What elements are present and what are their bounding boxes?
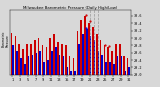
Bar [117, 56, 119, 75]
Text: Barometric
Pressure: Barometric Pressure [2, 31, 10, 47]
Bar [65, 45, 67, 75]
Bar [18, 44, 20, 75]
Bar [55, 47, 56, 75]
Bar [96, 34, 97, 75]
Bar [125, 71, 126, 75]
Bar [119, 44, 121, 75]
Bar [11, 33, 12, 75]
Bar [38, 38, 39, 75]
Bar [100, 40, 101, 75]
Bar [69, 56, 70, 75]
Bar [20, 58, 22, 75]
Bar [92, 27, 94, 75]
Bar [28, 56, 29, 75]
Bar [63, 56, 64, 75]
Bar [90, 36, 91, 75]
Bar [73, 58, 74, 75]
Bar [59, 55, 60, 75]
Bar [57, 42, 59, 75]
Bar [94, 40, 95, 75]
Bar [84, 16, 86, 75]
Bar [105, 62, 107, 75]
Bar [42, 45, 43, 75]
Bar [34, 40, 36, 75]
Bar [123, 56, 125, 75]
Bar [39, 51, 41, 75]
Bar [32, 55, 33, 75]
Bar [121, 56, 122, 75]
Bar [113, 64, 115, 75]
Bar [30, 44, 32, 75]
Title: Milwaukee Barometric Pressure (Daily High/Low): Milwaukee Barometric Pressure (Daily Hig… [23, 6, 118, 10]
Bar [97, 51, 99, 75]
Bar [86, 29, 88, 75]
Bar [128, 67, 130, 75]
Bar [109, 62, 111, 75]
Bar [111, 51, 113, 75]
Bar [43, 62, 45, 75]
Bar [74, 71, 76, 75]
Bar [36, 53, 37, 75]
Bar [51, 51, 53, 75]
Bar [115, 44, 117, 75]
Bar [16, 51, 18, 75]
Bar [46, 47, 47, 75]
Bar [47, 60, 49, 75]
Bar [67, 67, 68, 75]
Bar [82, 34, 84, 75]
Bar [26, 44, 28, 75]
Bar [88, 23, 90, 75]
Bar [15, 36, 16, 75]
Bar [78, 44, 80, 75]
Bar [24, 64, 26, 75]
Bar [127, 58, 128, 75]
Bar [53, 34, 55, 75]
Bar [70, 71, 72, 75]
Bar [12, 45, 14, 75]
Bar [80, 20, 82, 75]
Bar [22, 49, 24, 75]
Bar [61, 44, 63, 75]
Bar [108, 47, 109, 75]
Bar [101, 55, 103, 75]
Bar [49, 38, 51, 75]
Bar [76, 31, 78, 75]
Bar [104, 45, 105, 75]
